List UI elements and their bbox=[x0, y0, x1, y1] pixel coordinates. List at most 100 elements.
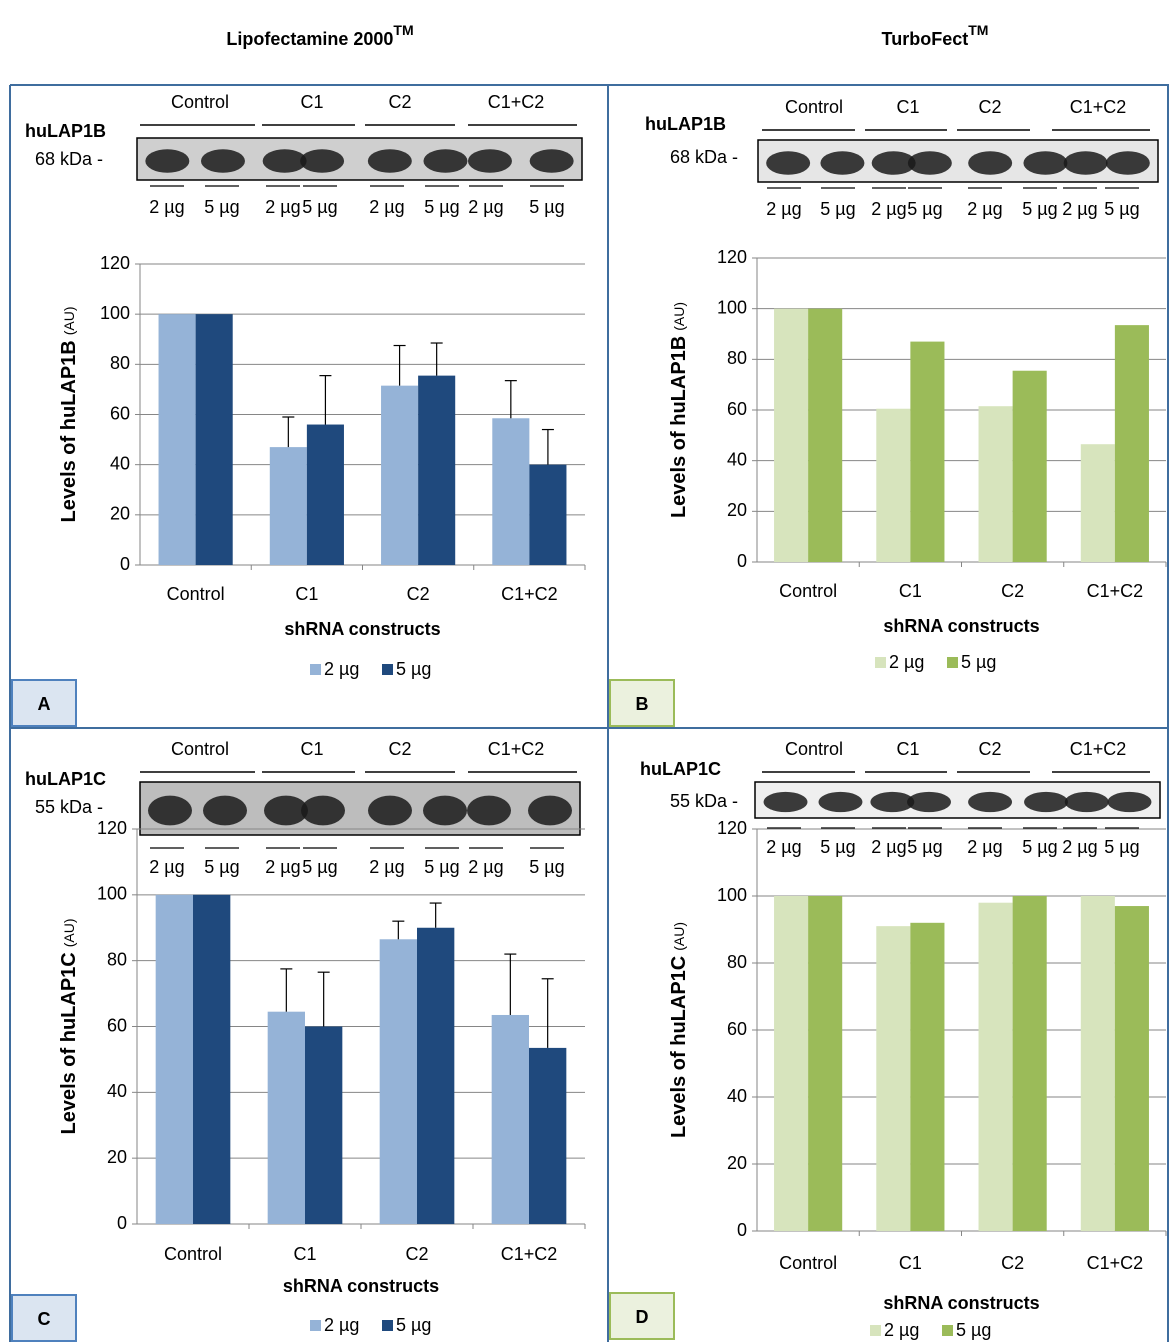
y-tick-label: 80 bbox=[727, 348, 747, 368]
bar bbox=[196, 314, 233, 565]
blot-group-label: C2 bbox=[388, 739, 411, 759]
protein-label: huLAP1B bbox=[645, 114, 726, 134]
lane-label: 2 µg bbox=[1062, 199, 1097, 219]
y-tick-label: 80 bbox=[107, 949, 127, 969]
y-tick-label: 20 bbox=[727, 500, 747, 520]
blot-group-label: C1+C2 bbox=[1070, 97, 1127, 117]
y-axis-label: Levels of huLAP1C(AU) bbox=[58, 918, 80, 1134]
y-tick-label: 40 bbox=[107, 1081, 127, 1101]
lane-label: 2 µg bbox=[871, 837, 906, 857]
y-label-text: Levels of huLAP1B bbox=[668, 336, 690, 518]
bar bbox=[1013, 371, 1047, 562]
blot-band bbox=[423, 149, 467, 173]
bar bbox=[305, 1027, 342, 1225]
blot-group-label: C1+C2 bbox=[1070, 739, 1127, 759]
blot-group-label: Control bbox=[171, 739, 229, 759]
y-tick-label: 20 bbox=[727, 1153, 747, 1173]
lane-label: 5 µg bbox=[1104, 199, 1139, 219]
bar bbox=[808, 896, 842, 1231]
lane-label: 5 µg bbox=[1022, 837, 1057, 857]
lane-label: 2 µg bbox=[871, 199, 906, 219]
y-tick-label: 20 bbox=[107, 1147, 127, 1167]
blot-group-label: Control bbox=[171, 92, 229, 112]
blot-band bbox=[820, 151, 864, 175]
bar bbox=[492, 1015, 529, 1224]
legend-label: 2 µg bbox=[324, 659, 359, 679]
y-tick-label: 0 bbox=[117, 1213, 127, 1233]
x-tick-label: Control bbox=[164, 1244, 222, 1264]
y-label-unit: (AU) bbox=[671, 922, 687, 951]
y-tick-label: 0 bbox=[120, 554, 130, 574]
blot-group-label: C1+C2 bbox=[488, 739, 545, 759]
column-header: TurboFectTM bbox=[882, 22, 989, 49]
bar bbox=[270, 447, 307, 565]
y-tick-label: 120 bbox=[100, 253, 130, 273]
blot-group-label: C1+C2 bbox=[488, 92, 545, 112]
y-tick-label: 0 bbox=[737, 551, 747, 571]
x-tick-label: C1 bbox=[293, 1244, 316, 1264]
bar bbox=[876, 409, 910, 562]
blot-group-label: C1 bbox=[896, 739, 919, 759]
y-tick-label: 120 bbox=[717, 247, 747, 267]
blot-group-label: C2 bbox=[978, 739, 1001, 759]
panel-letter: A bbox=[38, 694, 51, 714]
y-tick-label: 60 bbox=[727, 1019, 747, 1039]
x-tick-label: C1+C2 bbox=[1087, 1253, 1144, 1273]
x-tick-label: Control bbox=[167, 584, 225, 604]
error-bar bbox=[431, 343, 443, 376]
header-sup: TM bbox=[968, 22, 988, 38]
x-tick-label: C2 bbox=[1001, 581, 1024, 601]
error-bar bbox=[318, 972, 330, 1026]
figure: Lipofectamine 2000TMTurboFectTMControlC1… bbox=[0, 0, 1169, 1342]
blot-band bbox=[203, 796, 247, 826]
blot-band bbox=[766, 151, 810, 175]
legend-swatch bbox=[310, 1320, 321, 1331]
y-tick-label: 100 bbox=[97, 884, 127, 904]
bar bbox=[159, 314, 196, 565]
blot-group-label: C2 bbox=[978, 97, 1001, 117]
lane-label: 2 µg bbox=[149, 857, 184, 877]
blot-band bbox=[968, 792, 1012, 812]
size-label: 68 kDa - bbox=[670, 147, 738, 167]
error-bar bbox=[505, 381, 517, 419]
bar bbox=[156, 895, 193, 1224]
blot-band bbox=[530, 149, 574, 173]
blot-group-label: C1 bbox=[300, 739, 323, 759]
y-tick-label: 100 bbox=[717, 885, 747, 905]
y-label-text: Levels of huLAP1C bbox=[58, 952, 80, 1134]
header-sup: TM bbox=[393, 22, 413, 38]
legend-swatch bbox=[870, 1325, 881, 1336]
lane-label: 2 µg bbox=[967, 199, 1002, 219]
bar bbox=[774, 896, 808, 1231]
bar bbox=[979, 406, 1013, 562]
blot-band bbox=[368, 149, 412, 173]
error-bar bbox=[542, 979, 554, 1048]
bar bbox=[193, 895, 230, 1224]
x-tick-label: C1+C2 bbox=[1087, 581, 1144, 601]
legend-label: 5 µg bbox=[961, 652, 996, 672]
header-text: Lipofectamine 2000 bbox=[226, 29, 393, 49]
bar bbox=[876, 926, 910, 1231]
blot-band bbox=[201, 149, 245, 173]
blot-band bbox=[764, 792, 808, 812]
y-label-unit: (AU) bbox=[671, 302, 687, 331]
lane-label: 5 µg bbox=[1022, 199, 1057, 219]
lane-label: 5 µg bbox=[424, 197, 459, 217]
x-axis-label: shRNA constructs bbox=[883, 616, 1039, 636]
blot-band bbox=[1065, 792, 1109, 812]
legend-label: 2 µg bbox=[884, 1320, 919, 1340]
lane-label: 2 µg bbox=[766, 837, 801, 857]
bar bbox=[381, 386, 418, 565]
lane-label: 5 µg bbox=[302, 857, 337, 877]
legend-swatch bbox=[947, 657, 958, 668]
error-bar bbox=[392, 921, 404, 939]
lane-label: 2 µg bbox=[265, 197, 300, 217]
protein-label: huLAP1C bbox=[25, 769, 106, 789]
blot-band bbox=[528, 796, 572, 826]
lane-label: 2 µg bbox=[149, 197, 184, 217]
blot-band bbox=[468, 149, 512, 173]
blot-band bbox=[818, 792, 862, 812]
bar bbox=[1013, 896, 1047, 1231]
blot-band bbox=[908, 151, 952, 175]
lane-label: 5 µg bbox=[529, 857, 564, 877]
